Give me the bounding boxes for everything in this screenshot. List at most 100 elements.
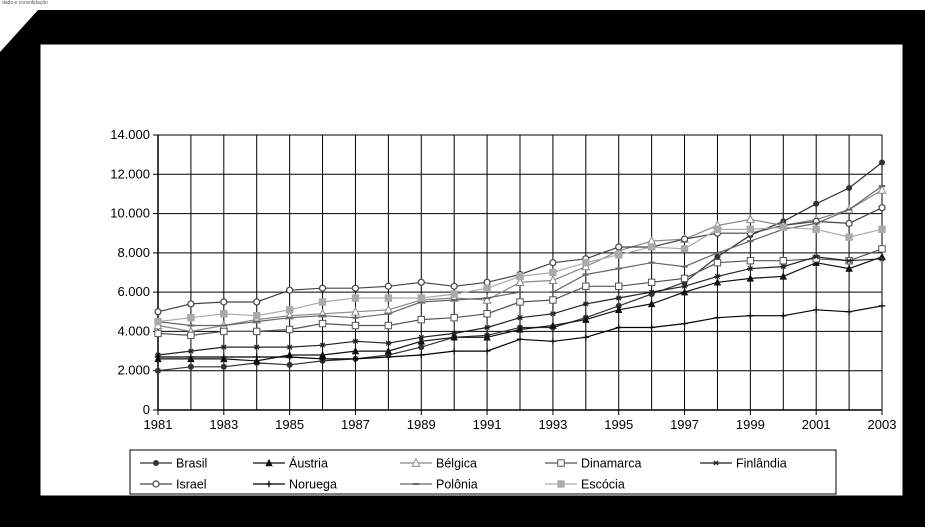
data-point-escocia — [516, 272, 524, 281]
data-point-austria — [713, 278, 722, 286]
data-point-noruega — [319, 355, 326, 363]
y-tick-label: 10.000 — [110, 206, 150, 221]
data-point-escocia — [483, 284, 491, 292]
data-point-dinamarca — [220, 327, 228, 336]
data-point-austria — [582, 315, 590, 323]
data-point-austria — [253, 356, 261, 365]
legend-label: Dinamarca — [581, 457, 641, 471]
data-point-brasil — [714, 253, 721, 260]
data-point-noruega — [516, 336, 524, 343]
x-tick-label: 1991 — [473, 417, 502, 432]
data-point-dinamarca — [187, 331, 195, 340]
data-point-israel — [351, 284, 360, 292]
x-tick-label: 1983 — [209, 417, 238, 432]
data-point-dinamarca — [615, 282, 623, 290]
legend-label: Áustria — [289, 456, 328, 471]
data-point-escocia — [187, 313, 195, 322]
data-point-noruega — [845, 308, 853, 315]
data-point-escocia — [582, 258, 590, 267]
data-point-noruega — [220, 353, 228, 361]
data-point-finlandia — [681, 283, 688, 289]
data-point-finlandia — [516, 315, 524, 321]
y-tick-label: 14.000 — [110, 127, 150, 142]
data-point-escocia — [450, 290, 458, 298]
data-point-israel — [450, 282, 458, 290]
data-point-belgica — [515, 277, 525, 287]
data-point-escocia — [318, 298, 327, 306]
legend-item-brasil: Brasil — [140, 457, 207, 471]
data-point-israel — [878, 204, 886, 212]
data-point-austria — [845, 264, 853, 272]
x-tick-label: 2003 — [868, 417, 897, 432]
data-point-noruega — [418, 351, 425, 359]
x-tick-label: 1995 — [604, 417, 633, 432]
data-point-brasil — [220, 363, 227, 370]
legend-marker — [557, 480, 565, 488]
data-point-finlandia — [483, 324, 491, 331]
legend-marker — [265, 480, 273, 488]
legend-label: Noruega — [289, 478, 337, 492]
x-tick-label: 1997 — [670, 417, 699, 432]
data-point-escocia — [154, 317, 162, 326]
data-point-finlandia — [845, 258, 853, 264]
data-point-escocia — [746, 225, 755, 233]
data-point-finlandia — [385, 340, 392, 346]
grid — [157, 134, 883, 411]
legend-label: Israel — [176, 478, 207, 492]
data-point-dinamarca — [483, 310, 491, 318]
data-point-dinamarca — [253, 327, 261, 336]
data-point-israel — [615, 243, 623, 251]
data-point-noruega — [747, 312, 754, 319]
data-point-escocia — [845, 233, 853, 241]
data-point-finlandia — [648, 289, 655, 295]
data-point-noruega — [450, 347, 458, 355]
data-point-belgica — [877, 184, 887, 194]
legend-item-austria: Áustria — [253, 456, 328, 471]
data-point-escocia — [647, 243, 656, 251]
data-point-austria — [647, 299, 656, 308]
legend-label: Polônia — [436, 478, 478, 492]
data-point-dinamarca — [318, 319, 327, 328]
data-point-noruega — [681, 320, 688, 327]
legend-box — [129, 449, 837, 495]
series-polonia — [154, 185, 886, 327]
data-point-finlandia — [747, 265, 754, 272]
data-point-austria — [615, 305, 623, 314]
data-point-escocia — [779, 223, 787, 232]
data-point-noruega — [385, 353, 392, 361]
data-point-austria — [878, 252, 886, 260]
series-noruega — [154, 302, 886, 363]
frame-top-bevel — [38, 10, 925, 44]
data-point-dinamarca — [516, 298, 524, 306]
axes: 0 2.000 4.000 6.000 8.000 10.000 12.000 14.000 1… — [110, 127, 896, 432]
data-point-escocia — [220, 310, 228, 318]
data-point-dinamarca — [154, 329, 162, 338]
x-tick-label: 2001 — [802, 417, 831, 432]
header-note: dado e consolidação — [2, 0, 48, 6]
x-tick-label: 1981 — [144, 417, 173, 432]
chart-panel — [39, 43, 904, 497]
data-point-finlandia — [615, 295, 622, 301]
data-point-dinamarca — [285, 325, 294, 334]
data-point-finlandia — [714, 273, 721, 280]
data-point-escocia — [615, 251, 623, 259]
data-point-finlandia — [780, 263, 787, 270]
data-point-austria — [450, 333, 458, 341]
series-escocia — [154, 223, 886, 326]
data-point-escocia — [878, 225, 886, 233]
data-point-escocia — [417, 294, 425, 302]
legend-marker — [152, 480, 160, 488]
legend-marker — [411, 457, 421, 467]
legend-item-noruega: Noruega — [253, 478, 337, 492]
y-tick-label: 4.000 — [117, 323, 150, 338]
data-point-austria — [516, 325, 524, 333]
series-layer — [153, 159, 887, 374]
legend-marker — [153, 460, 159, 466]
data-point-finlandia — [812, 254, 820, 260]
data-point-israel — [286, 286, 294, 294]
series-finlandia — [154, 254, 886, 358]
data-point-finlandia — [418, 334, 425, 340]
data-point-belgica — [482, 294, 492, 304]
data-point-noruega — [187, 353, 195, 361]
